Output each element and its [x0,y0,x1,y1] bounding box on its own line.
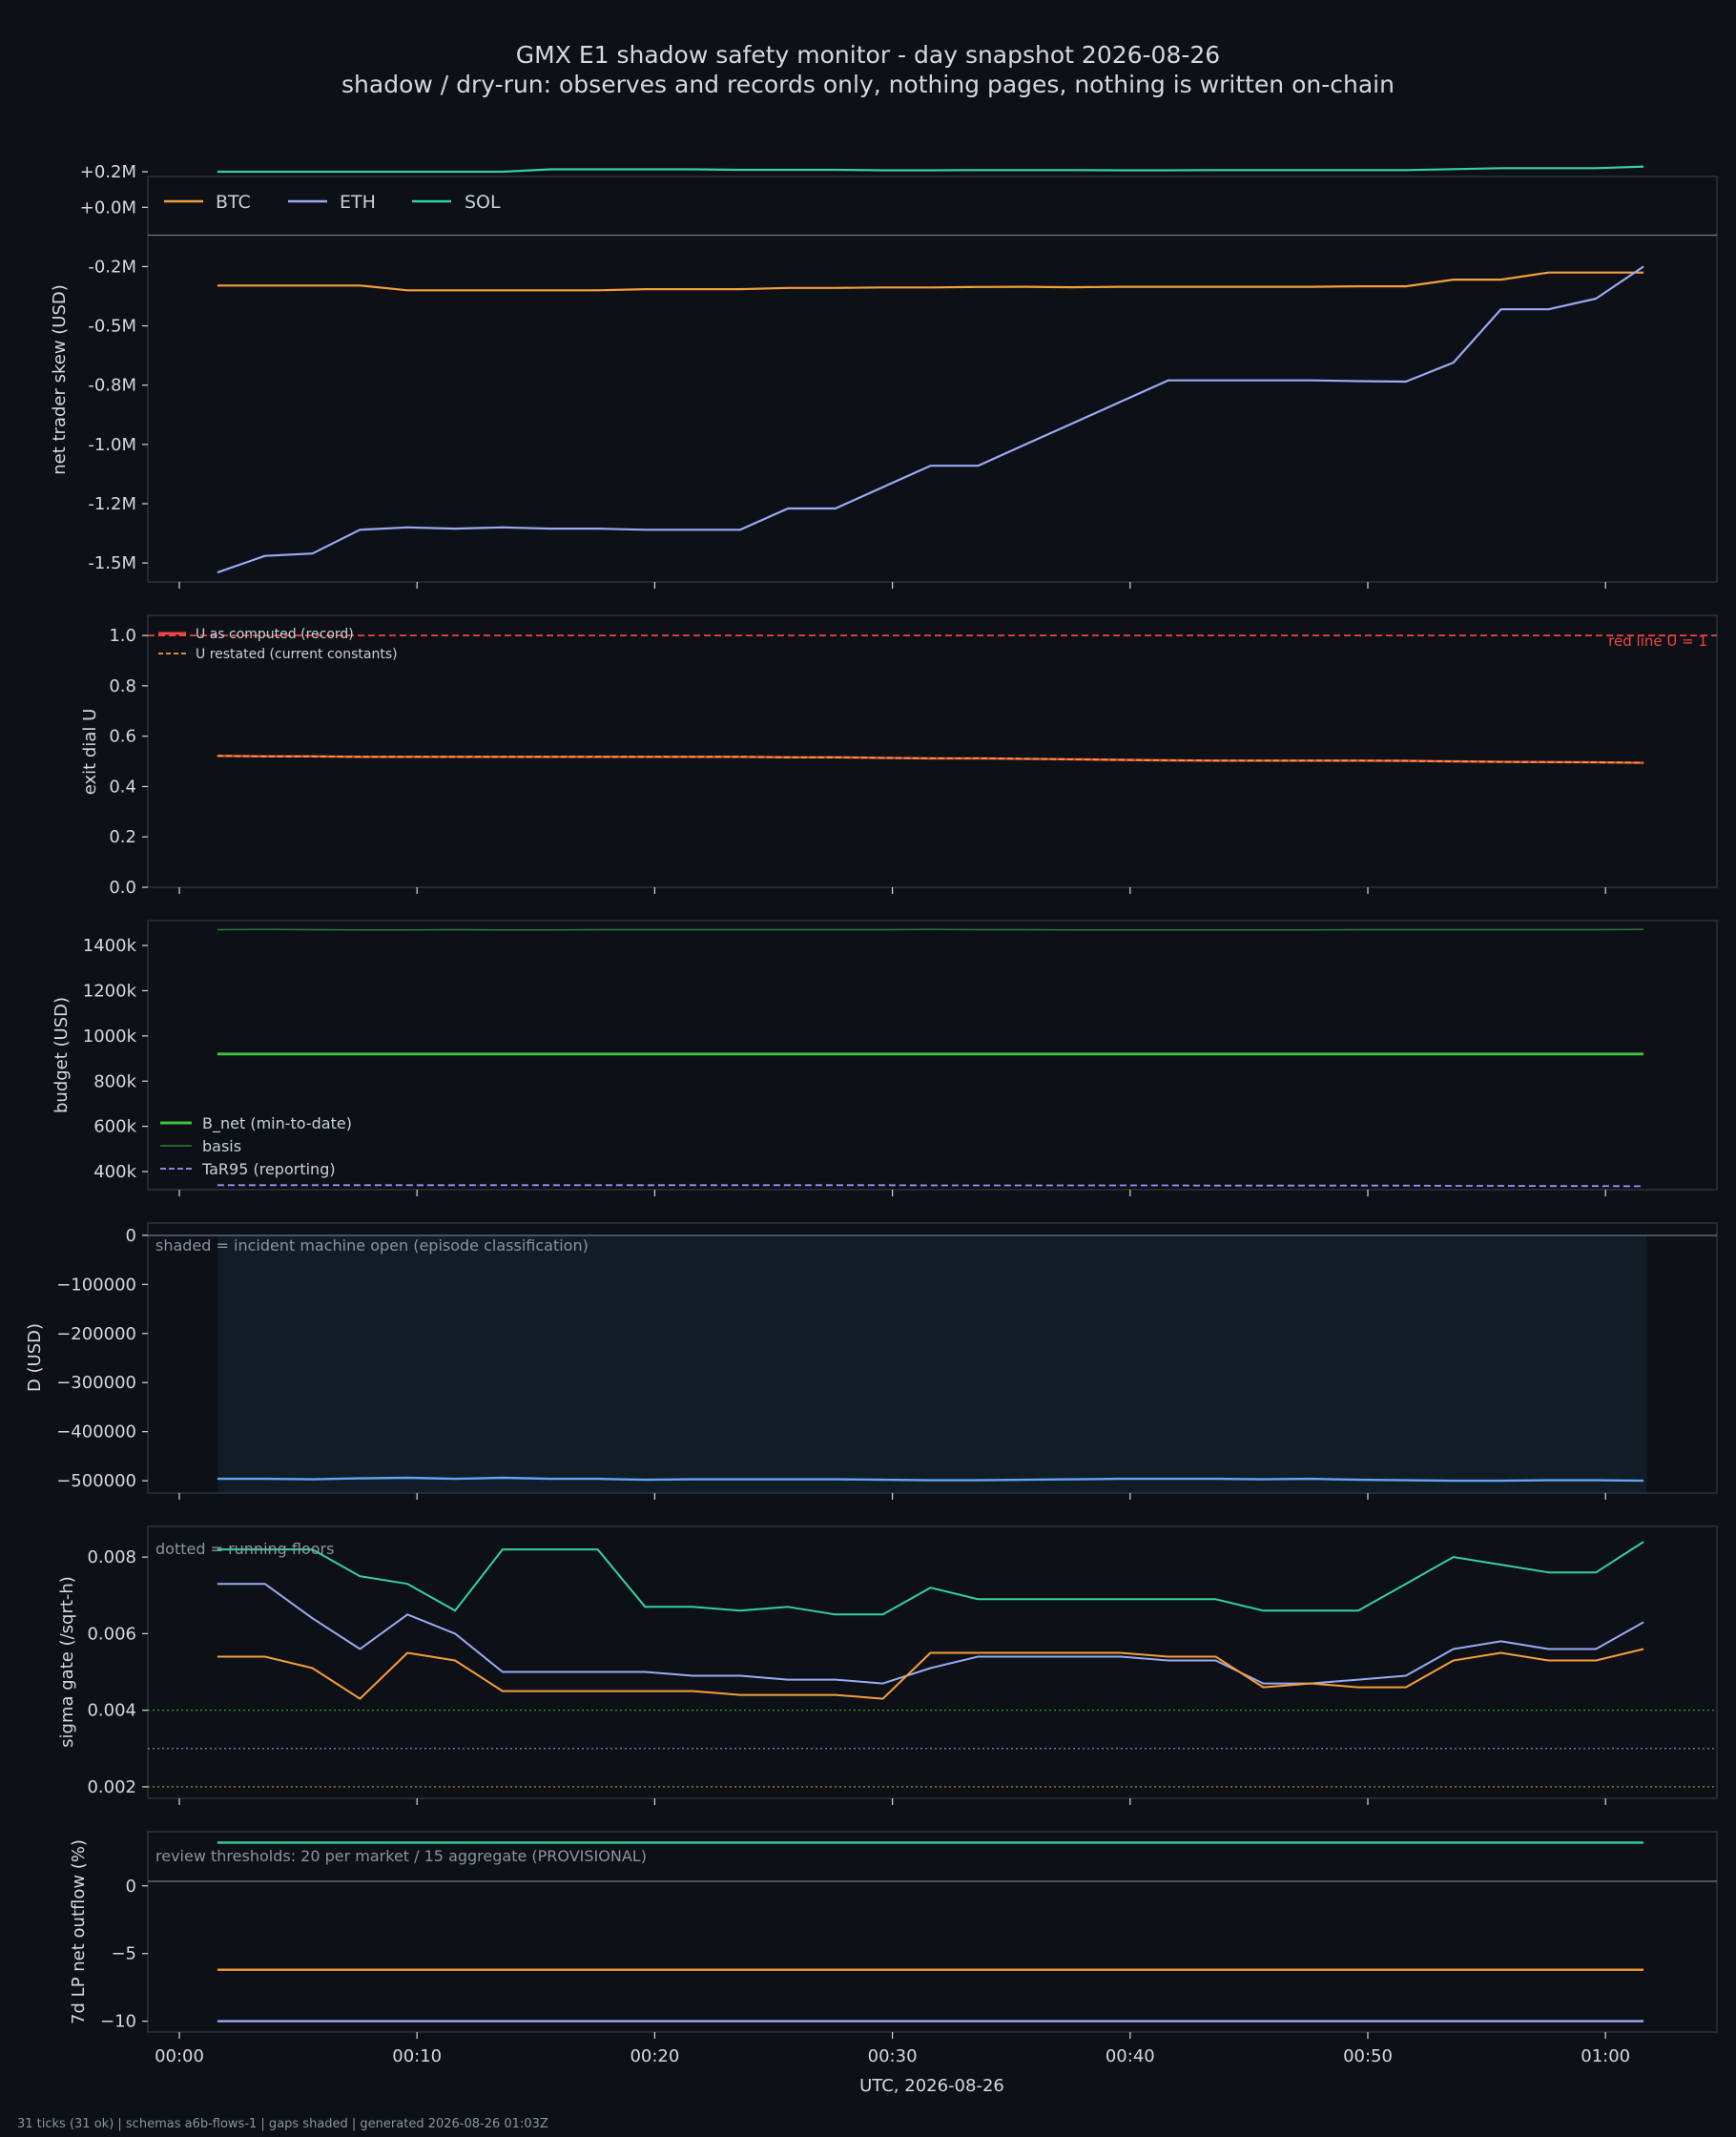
legend-u-computed: U as computed (record) [196,627,354,642]
panel-d: 0 −100000 −200000 −300000 −400000 −500000 D (… [25,1222,1718,1494]
series-line-eth [217,265,1644,574]
series-line-tar95 [217,1184,1644,1188]
series-line-u-restated [217,755,1644,764]
y-tick-label: +0.0M [80,197,136,218]
x-tick-label: 00:50 [1343,2046,1393,2066]
y-tick-label: 0.6 [109,727,136,747]
y-tick-label: -1.0M [88,435,136,455]
y-tick-label: 0.2 [109,827,136,847]
y-tick-label: 0 [126,1226,136,1246]
y-tick-label: −5 [111,1944,136,1964]
series-line-sigma [217,1648,1644,1700]
x-tick-label: 00:00 [155,2046,204,2066]
series-line-btc [217,271,1644,292]
legend-basis: basis [202,1137,241,1155]
y-tick-label: 1200k [83,981,137,1001]
panel-budget: 1400k 1200k 1000k 800k 600k 400k budget (USD)… [52,920,1718,1191]
y-axis-label-exit-dial: exit dial U [80,709,100,796]
y-axis-label-sigma: sigma gate (/sqrt-h) [57,1576,77,1748]
panel-exit-dial: 1.0 0.8 0.6 0.4 0.2 0.0 exit dial U red line … [80,614,1718,898]
thresholds-note: review thresholds: 20 per market / 15 ag… [155,1847,647,1865]
y-tick-label: -0.5M [88,317,136,337]
shaded-note: shaded = incident machine open (episode … [155,1236,589,1255]
x-tick-label: 00:30 [868,2046,918,2066]
x-tick-label: 00:40 [1106,2046,1155,2066]
y-tick-label: 0.002 [87,1777,136,1797]
y-tick-label: −100000 [56,1275,136,1295]
legend-b-net: B_net (min-to-date) [202,1114,352,1133]
series-line-basis [217,928,1644,931]
y-tick-label: 0 [126,1877,136,1897]
footer-status: 31 ticks (31 ok) | schemas a6b-flows-1 |… [17,2117,548,2131]
y-tick-label: 1400k [83,936,137,956]
y-tick-label: 0.4 [109,777,136,797]
y-tick-label: 0.004 [87,1701,136,1721]
y-tick-label: 400k [93,1162,136,1182]
y-tick-label: -1.2M [88,494,136,514]
y-tick-label: −300000 [56,1373,136,1393]
legend-btc: BTC [216,192,251,213]
y-tick-label: −200000 [56,1324,136,1344]
floors-note: dotted = running floors [155,1540,334,1558]
incident-shaded-region [217,1235,1647,1493]
x-tick-label: 00:10 [392,2046,442,2066]
legend-u-restated: U restated (current constants) [196,647,398,662]
series-line-d [217,1476,1644,1483]
y-tick-label: -1.5M [88,553,136,573]
y-tick-label: 0.008 [87,1547,136,1567]
x-tick-label: 00:20 [630,2046,679,2066]
x-tick-label: 01:00 [1581,2046,1630,2066]
y-tick-label: -0.2M [88,257,136,277]
chart-subtitle: shadow / dry-run: observes and records o… [341,71,1395,98]
y-tick-label: −500000 [56,1471,136,1491]
y-axis-label-d: D (USD) [25,1323,45,1392]
legend-skew: BTC ETH SOL [164,192,501,213]
legend-sol: SOL [465,192,501,213]
y-tick-label: 600k [93,1117,136,1137]
y-tick-label: +0.2M [80,162,136,182]
panel-lp-outflow: 0 −5 −10 7d LP net outflow (%) review thre… [69,1831,1718,2033]
y-axis-label-lp-outflow: 7d LP net outflow (%) [69,1839,89,2024]
series-line-sol [217,165,1644,174]
y-tick-label: 1000k [83,1027,137,1047]
y-tick-label: 1.0 [109,626,136,646]
y-tick-label: 0.0 [109,878,136,898]
legend-exit-dial: U as computed (record) U restated (curre… [158,627,398,662]
panel-sigma-gate: 0.008 0.006 0.004 0.002 sigma gate (/sqrt-h… [57,1525,1718,1799]
legend-eth: ETH [340,192,376,213]
x-axis-label: UTC, 2026-08-26 [859,2076,1004,2096]
series-line-sigma [217,1541,1644,1616]
legend-tar95: TaR95 (reporting) [201,1160,336,1178]
y-tick-label: 0.006 [87,1624,136,1644]
chart-title: GMX E1 shadow safety monitor - day snaps… [516,41,1220,69]
series-line-sigma [217,1583,1644,1685]
red-line-annotation: red line U = 1 [1608,633,1707,650]
legend-budget: B_net (min-to-date) basis TaR95 (reporti… [160,1114,352,1178]
y-axis-label-budget: budget (USD) [52,997,72,1113]
panel-skew: +0.2M +0.0M -0.2M -0.5M -0.8M -1.0M -1.2M -1.5M… [50,162,1718,583]
y-tick-label: 0.8 [109,676,136,696]
y-tick-label: −10 [100,2012,136,2032]
y-tick-label: -0.8M [88,376,136,396]
y-tick-label: −400000 [56,1422,136,1442]
y-axis-label-skew: net trader skew (USD) [50,284,70,475]
y-tick-label: 800k [93,1071,136,1091]
